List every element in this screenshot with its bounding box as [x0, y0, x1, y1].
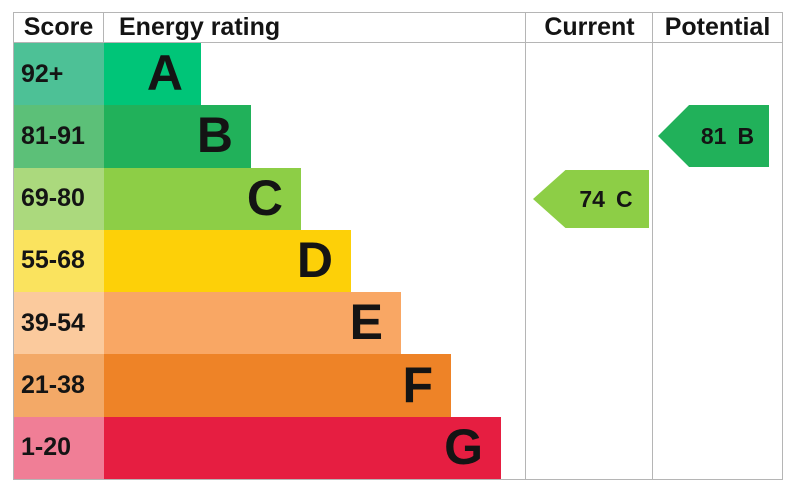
epc-table: Score Energy rating Current Potential 92… — [13, 12, 783, 480]
band-bar-f: F — [104, 354, 451, 417]
current-score: 74 — [579, 185, 605, 212]
header-potential: Potential — [664, 13, 771, 41]
score-range-cell-f: 21-38 — [14, 354, 104, 417]
header-row: Score Energy rating Current Potential — [14, 13, 782, 43]
band-row-f: 21-38 F — [14, 354, 782, 417]
band-bar-e: E — [104, 292, 401, 355]
band-letter-e: E — [349, 294, 383, 351]
header-energy-rating: Energy rating — [119, 13, 281, 41]
header-score: Score — [14, 13, 104, 42]
band-bar-b: B — [104, 105, 251, 168]
band-row-a: 92+ A — [14, 43, 782, 106]
band-row-b: 81-91 B — [14, 105, 782, 168]
band-bar-c: C — [104, 167, 301, 230]
column-divider-potential — [652, 13, 653, 479]
band-row-c: 69-80 C — [14, 167, 782, 230]
potential-score: 81 — [700, 122, 727, 149]
band-row-e: 39-54 E — [14, 292, 782, 355]
band-bar-a: A — [104, 43, 201, 106]
band-row-d: 55-68 D — [14, 229, 782, 293]
score-range-cell-e: 39-54 — [14, 292, 104, 355]
band-rows: 92+ A 81-91 B 69-80 C 55-68 D 39-54 E 21-38 F 1-20 G — [14, 43, 782, 479]
band-letter-f: F — [402, 356, 433, 413]
band-bar-g: G — [104, 416, 501, 479]
column-divider-current — [525, 13, 526, 479]
band-letter-b: B — [196, 107, 233, 164]
score-range-cell-g: 1-20 — [14, 416, 104, 479]
score-range-cell-d: 55-68 — [14, 229, 104, 293]
band-letter-c: C — [246, 169, 283, 226]
score-range-cell-a: 92+ — [14, 43, 104, 106]
potential-band-letter: B — [737, 122, 755, 149]
current-band-letter: C — [615, 185, 633, 212]
band-letter-g: G — [444, 418, 483, 475]
score-range-cell-c: 69-80 — [14, 167, 104, 230]
band-letter-d: D — [296, 231, 333, 288]
band-bar-d: D — [104, 229, 351, 293]
score-range-cell-b: 81-91 — [14, 105, 104, 168]
band-row-g: 1-20 G — [14, 416, 782, 479]
header-current: Current — [544, 13, 635, 41]
band-letter-a: A — [146, 45, 183, 102]
